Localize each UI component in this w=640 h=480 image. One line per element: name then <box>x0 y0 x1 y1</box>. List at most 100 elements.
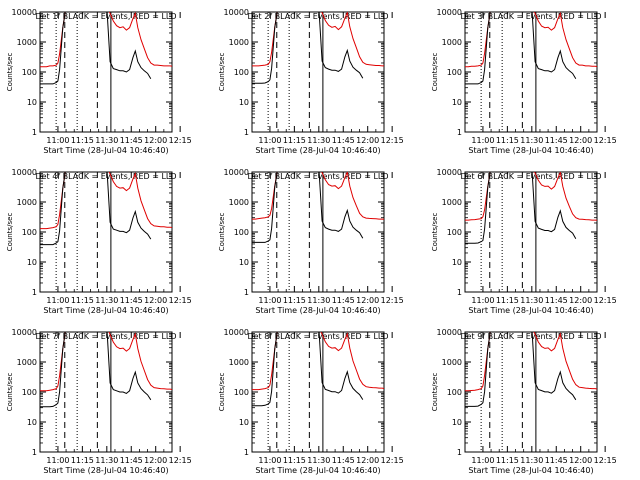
panel-6-ytick-label-4: 10000 <box>437 168 462 177</box>
panel-8-series-events <box>252 332 364 407</box>
panel-2-ylabel: Counts/sec <box>218 53 226 92</box>
panel-2-ytick-label-1: 10 <box>239 98 249 107</box>
panel-9-series-lld <box>465 332 597 392</box>
panel-1-frame <box>39 11 173 133</box>
panel-6-xtick-label-5: 12:15 <box>594 296 617 305</box>
panel-5-xtick-label-5: 12:15 <box>381 296 404 305</box>
panel-5-series-events <box>252 172 364 243</box>
panel-6-xtick-label-1: 11:15 <box>496 296 519 305</box>
panel-6-series-lld <box>465 172 597 221</box>
panel-3-ytick-label-1: 10 <box>452 98 462 107</box>
panel-9-ytick-label-2: 100 <box>447 388 462 397</box>
panel-9-xtick-label-4: 12:00 <box>569 456 592 465</box>
panel-7-xtick-label-3: 11:45 <box>120 456 143 465</box>
panel-3-xtick-label-5: 12:15 <box>594 136 617 145</box>
panel-1-series-events <box>40 12 152 85</box>
panel-5-ytick-label-0: 1 <box>244 288 249 297</box>
panel-9-xlabel: Start Time (28-Jul-04 10:46:40) <box>468 466 593 475</box>
panel-1-ylabel: Counts/sec <box>6 53 14 92</box>
panel-7-title: Det 7f BLACK = Events, RED = LLD <box>35 332 176 341</box>
panel-7-xtick-label-0: 11:00 <box>46 456 69 465</box>
panel-4-series-events <box>40 172 152 246</box>
panel-4-ylabel: Counts/sec <box>6 213 14 252</box>
panel-1: 1 10 100 1000 10000 11:00 11:15 11:30 11:45 12:00… <box>6 8 192 155</box>
panel-3-xtick-label-2: 11:30 <box>520 136 543 145</box>
panel-3-title: Det 3f BLACK = Events, RED = LLD <box>460 12 601 21</box>
panel-5-title: Det 5f BLACK = Events, RED = LLD <box>247 172 388 181</box>
panel-2-frame <box>251 11 385 133</box>
panel-4-xtick-label-1: 11:15 <box>71 296 94 305</box>
panel-9-series-events <box>465 332 577 407</box>
panel-5-xtick-label-0: 11:00 <box>258 296 281 305</box>
panel-8-ytick-label-2: 100 <box>234 388 249 397</box>
panel-4-ytick-label-3: 1000 <box>17 198 37 207</box>
panel-4-xtick-label-5: 12:15 <box>169 296 192 305</box>
panel-7-ytick-label-4: 10000 <box>12 328 37 337</box>
panel-5-xtick-label-1: 11:15 <box>283 296 306 305</box>
panel-2-series-lld <box>252 12 384 67</box>
panel-7-xtick-label-5: 12:15 <box>169 456 192 465</box>
panel-8-ytick-label-4: 10000 <box>224 328 249 337</box>
panel-5-series-lld <box>252 172 384 220</box>
panel-4-xtick-label-2: 11:30 <box>95 296 118 305</box>
panel-5-xlabel: Start Time (28-Jul-04 10:46:40) <box>255 306 380 315</box>
panel-6-ylabel: Counts/sec <box>431 213 439 252</box>
panel-3-xtick-label-0: 11:00 <box>471 136 494 145</box>
panel-3-series-events <box>465 12 577 85</box>
panel-7-xtick-label-4: 12:00 <box>144 456 167 465</box>
panel-2-xtick-label-4: 12:00 <box>356 136 379 145</box>
panel-1-xtick-label-1: 11:15 <box>71 136 94 145</box>
panel-4-ytick-label-4: 10000 <box>12 168 37 177</box>
panel-9-xtick-label-5: 12:15 <box>594 456 617 465</box>
panel-5-ylabel: Counts/sec <box>218 213 226 252</box>
panel-2-xtick-label-3: 11:45 <box>332 136 355 145</box>
panel-9-title: Det 9f BLACK = Events, RED = LLD <box>460 332 601 341</box>
panel-7-xtick-label-2: 11:30 <box>95 456 118 465</box>
panel-1-series-lld <box>40 12 172 68</box>
panel-2-ytick-label-2: 100 <box>234 68 249 77</box>
panel-3-ylabel: Counts/sec <box>431 53 439 92</box>
panel-6-ytick-label-0: 1 <box>457 288 462 297</box>
panel-8-xtick-label-0: 11:00 <box>258 456 281 465</box>
panel-1-xtick-label-5: 12:15 <box>169 136 192 145</box>
panel-4: 1 10 100 1000 10000 11:00 11:15 11:30 11:45 12:00… <box>6 168 192 315</box>
panel-1-ytick-label-2: 100 <box>22 68 37 77</box>
panel-2-xlabel: Start Time (28-Jul-04 10:46:40) <box>255 146 380 155</box>
panel-6-ytick-label-1: 10 <box>452 258 462 267</box>
panel-6-xtick-label-4: 12:00 <box>569 296 592 305</box>
panel-4-ytick-label-0: 1 <box>32 288 37 297</box>
panel-7-series-lld <box>40 332 172 392</box>
panel-3-xtick-label-3: 11:45 <box>545 136 568 145</box>
panel-5-xtick-label-3: 11:45 <box>332 296 355 305</box>
panel-4-xlabel: Start Time (28-Jul-04 10:46:40) <box>43 306 168 315</box>
panel-1-xtick-label-2: 11:30 <box>95 136 118 145</box>
panel-9-ytick-label-3: 1000 <box>442 358 462 367</box>
panel-9-ytick-label-0: 1 <box>457 448 462 457</box>
panel-6: 1 10 100 1000 10000 11:00 11:15 11:30 11:45 12:00… <box>431 168 617 315</box>
panel-7: 1 10 100 1000 10000 11:00 11:15 11:30 11:45 12:00… <box>6 328 192 475</box>
panel-4-title: Det 4f BLACK = Events, RED = LLD <box>35 172 176 181</box>
panel-4-ytick-label-1: 10 <box>27 258 37 267</box>
panel-6-frame <box>464 171 598 293</box>
panel-8: 1 10 100 1000 10000 11:00 11:15 11:30 11:45 12:00… <box>218 328 404 475</box>
panel-6-xtick-label-3: 11:45 <box>545 296 568 305</box>
panel-8-xtick-label-1: 11:15 <box>283 456 306 465</box>
panel-7-ytick-label-3: 1000 <box>17 358 37 367</box>
panel-2-xtick-label-5: 12:15 <box>381 136 404 145</box>
panel-1-xtick-label-3: 11:45 <box>120 136 143 145</box>
panel-7-xlabel: Start Time (28-Jul-04 10:46:40) <box>43 466 168 475</box>
panel-4-xtick-label-0: 11:00 <box>46 296 69 305</box>
panel-8-xlabel: Start Time (28-Jul-04 10:46:40) <box>255 466 380 475</box>
panel-9-xtick-label-0: 11:00 <box>471 456 494 465</box>
panel-2-xtick-label-1: 11:15 <box>283 136 306 145</box>
panel-6-xtick-label-2: 11:30 <box>520 296 543 305</box>
panel-4-series-lld <box>40 172 172 230</box>
panel-8-title: Det 8f BLACK = Events, RED = LLD <box>247 332 388 341</box>
panel-9-xtick-label-1: 11:15 <box>496 456 519 465</box>
panel-6-xlabel: Start Time (28-Jul-04 10:46:40) <box>468 306 593 315</box>
panel-5-xtick-label-2: 11:30 <box>307 296 330 305</box>
panel-2-title: Det 2f BLACK = Events, RED = LLD <box>247 12 388 21</box>
panel-2-ytick-label-4: 10000 <box>224 8 249 17</box>
panel-8-series-lld <box>252 332 384 391</box>
panel-2: 1 10 100 1000 10000 11:00 11:15 11:30 11:45 12:00… <box>218 8 404 155</box>
